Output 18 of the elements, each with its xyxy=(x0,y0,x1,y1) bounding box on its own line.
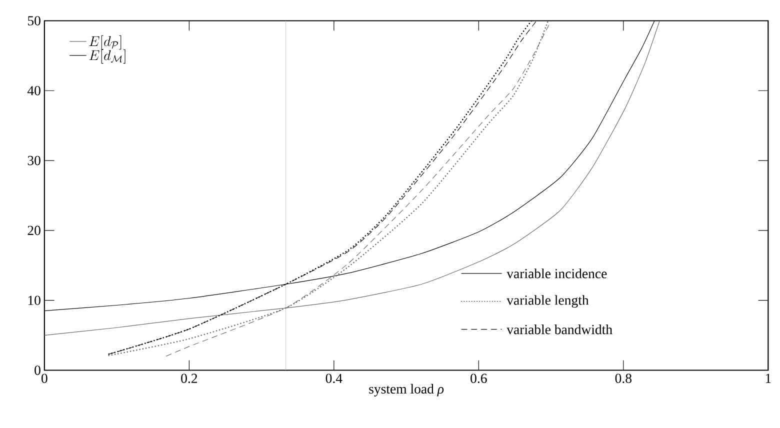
x-tick-label: 0 xyxy=(42,374,48,384)
legend-label: $E[d_{\mathcal{P}}]$ xyxy=(89,36,122,50)
legend-label: $E[d_{\mathcal{M}}]$ xyxy=(89,50,126,64)
x-tick-label: 0.4 xyxy=(326,374,342,384)
annotation: variable incidence xyxy=(506,268,607,279)
y-tick-label: 10 xyxy=(28,296,40,306)
x-axis-title: system load ρ xyxy=(369,384,444,397)
y-tick-label: 50 xyxy=(28,16,40,26)
x-tick-label: 1 xyxy=(766,374,771,384)
annotation: variable length xyxy=(506,295,589,308)
y-tick-label: 40 xyxy=(27,86,40,96)
y-tick-label: 30 xyxy=(28,156,40,166)
x-tick-label: 0.6 xyxy=(470,374,487,384)
x-tick-label: 0.8 xyxy=(615,374,632,384)
y-tick-label: 20 xyxy=(28,226,40,236)
annotation: variable bandwidth xyxy=(506,324,612,334)
x-tick-label: 0.2 xyxy=(181,374,198,384)
y-tick-label: 0 xyxy=(34,366,40,376)
